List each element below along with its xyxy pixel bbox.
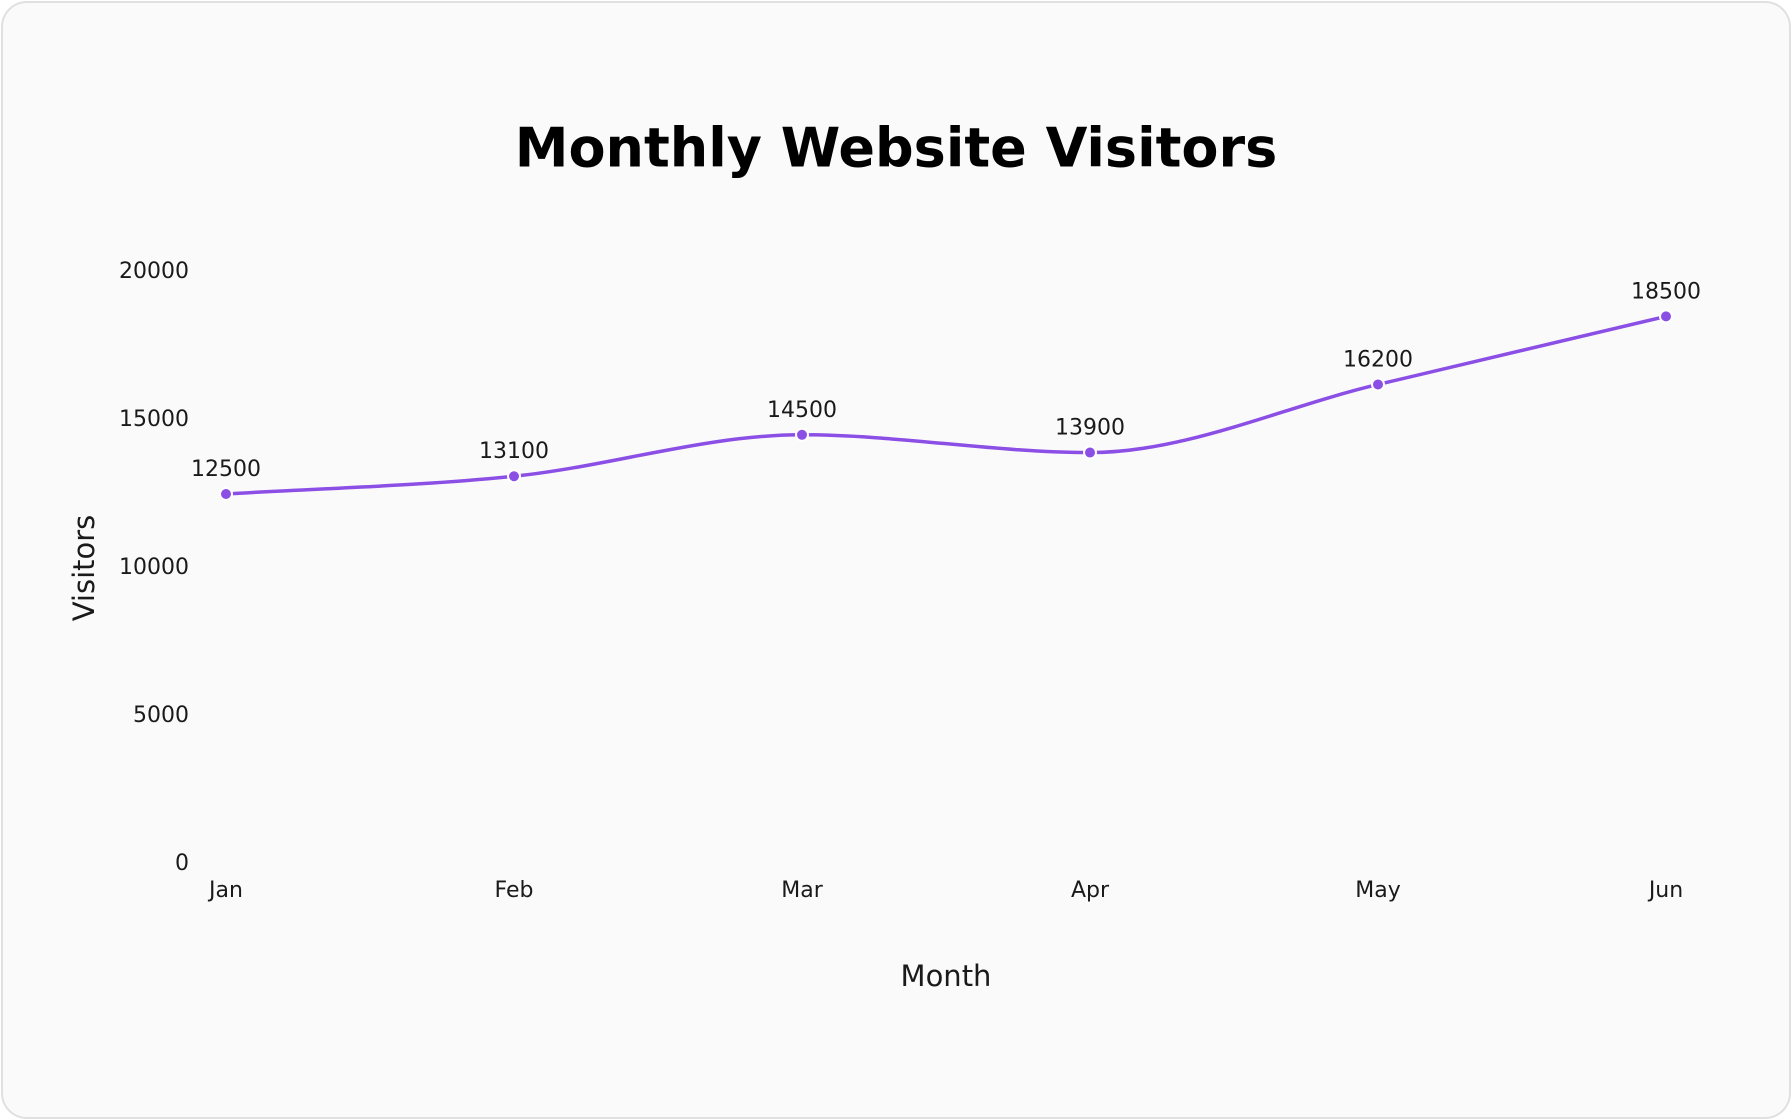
data-point xyxy=(795,427,809,442)
data-label: 13100 xyxy=(479,439,549,464)
x-tick-label: Apr xyxy=(1071,878,1110,903)
x-tick-label: Mar xyxy=(781,878,823,903)
data-point xyxy=(1371,377,1385,392)
y-tick-label: 5000 xyxy=(133,703,189,728)
x-axis-title: Month xyxy=(901,959,992,993)
data-point xyxy=(1083,445,1097,460)
data-point xyxy=(1659,309,1673,324)
x-tick-label: Jun xyxy=(1647,878,1683,903)
data-label: 12500 xyxy=(191,457,261,482)
data-point xyxy=(507,469,521,484)
data-label: 18500 xyxy=(1631,279,1701,304)
data-label: 13900 xyxy=(1055,416,1125,441)
x-tick-label: Jan xyxy=(207,878,243,903)
data-line xyxy=(225,314,1667,496)
x-tick-label: Feb xyxy=(495,878,534,903)
chart-title: Monthly Website Visitors xyxy=(515,117,1278,180)
y-tick-label: 20000 xyxy=(119,259,189,284)
y-axis-title: Visitors xyxy=(67,515,101,622)
y-tick-label: 15000 xyxy=(119,407,189,432)
data-point xyxy=(219,487,233,501)
y-tick-label: 10000 xyxy=(119,555,189,580)
data-label: 14500 xyxy=(767,398,837,423)
y-tick-label: 0 xyxy=(175,851,189,876)
data-label: 16200 xyxy=(1343,347,1413,372)
x-tick-label: May xyxy=(1355,878,1400,903)
